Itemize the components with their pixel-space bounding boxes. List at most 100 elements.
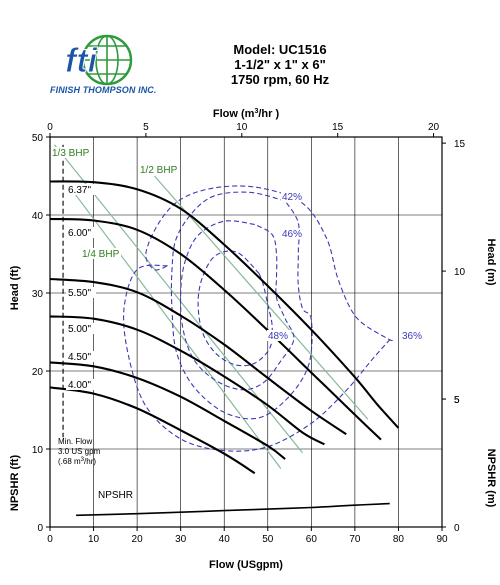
y-axis-left-ticks: 0 10 20 30 40 50 <box>32 133 50 534</box>
head-curve-label: 6.37" <box>68 185 91 196</box>
efficiency-label: 48% <box>268 331 288 342</box>
x-tick-label: 0 <box>47 534 53 545</box>
logo-text: fti <box>65 42 99 80</box>
x-axis-top-label: Flow (m3/hr ) <box>213 108 280 120</box>
x-tick-label: 40 <box>219 534 231 545</box>
head-curve-label: 5.50" <box>68 288 91 299</box>
y-tick-label: 0 <box>37 523 43 534</box>
x-top-label-sup: 3 <box>254 108 258 115</box>
bhp-label-bg <box>139 164 179 175</box>
head-curve-label-bg <box>66 287 96 298</box>
y-right-tick-label: 10 <box>454 267 466 278</box>
efficiency-label: 46% <box>282 229 302 240</box>
plot-frame <box>49 136 443 528</box>
globe-logo-icon <box>81 34 133 86</box>
efficiency-label: 42% <box>282 192 302 203</box>
efficiency-label-bg <box>281 228 305 239</box>
min-flow-note: Min. Flow 3.0 US gpm (.68 m3/hr) <box>58 437 101 466</box>
min-flow-line2: 3.0 US gpm <box>58 447 101 456</box>
x-tick-label: 50 <box>262 534 274 545</box>
x-top-tick-label: 20 <box>428 122 440 133</box>
x-axis-top-ticks: 0 5 10 15 20 <box>47 122 440 137</box>
efficiency-contour <box>180 220 295 391</box>
company-logo <box>55 30 165 100</box>
head-curve <box>50 386 256 475</box>
y-tick-label: 30 <box>32 289 44 300</box>
bhp-line-label: 1/4 BHP <box>82 249 120 260</box>
y-right-tick-label: 15 <box>454 139 466 150</box>
x-tick-label: 20 <box>132 534 144 545</box>
x-top-tick-label: 0 <box>47 122 53 133</box>
efficiency-label-bg <box>401 330 425 341</box>
x-axis-label: Flow (USgpm) <box>209 559 283 571</box>
pump-size: 1-1/2" x 1" x 6" <box>234 57 326 72</box>
head-curves <box>50 180 400 475</box>
head-curve-label: 4.00" <box>68 380 91 391</box>
npshr-label-bg <box>96 489 136 500</box>
head-curve <box>50 180 400 429</box>
y-right-npshr-tick-label: 0 <box>454 523 460 534</box>
head-curve <box>50 277 347 436</box>
chart-title: Model: UC1516 1-1/2" x 1" x 6" 1750 rpm,… <box>195 42 365 87</box>
npshr-curve-group <box>76 502 390 517</box>
efficiency-label-bg <box>281 191 305 202</box>
y-tick-label: 10 <box>32 445 44 456</box>
y-tick-label: 50 <box>32 133 44 144</box>
head-curve-label-bg <box>66 379 96 390</box>
efficiency-contour <box>123 185 393 452</box>
head-curve <box>50 315 325 446</box>
head-curve-label-bg <box>66 323 96 334</box>
min-flow-line3: (.68 m3/hr) <box>58 457 96 466</box>
efficiency-label-bg <box>267 330 291 341</box>
efficiency-contour <box>197 250 273 367</box>
bhp-line-label: 1/2 BHP <box>140 165 178 176</box>
x-tick-label: 80 <box>393 534 405 545</box>
y-right-npshr-tick-label: 5 <box>454 395 460 406</box>
y-tick-label: 40 <box>32 211 44 222</box>
bhp-label-bg <box>81 248 121 259</box>
efficiency-label: 36% <box>402 331 422 342</box>
x-tick-label: 70 <box>349 534 361 545</box>
logo-wordmark: fti <box>65 42 100 81</box>
x-top-tick-label: 15 <box>332 122 344 133</box>
efficiency-contour <box>170 191 313 420</box>
min-flow-line1: Min. Flow <box>58 437 92 446</box>
x-tick-label: 90 <box>436 534 448 545</box>
head-curve-label: 6.00" <box>68 228 91 239</box>
min-flow-line3b: /hr) <box>84 457 96 466</box>
model-title: Model: UC1516 <box>233 42 327 57</box>
y-axis-npshr-m-label: NPSHR (m) <box>485 449 497 508</box>
pump-speed: 1750 rpm, 60 Hz <box>230 72 330 87</box>
head-curve <box>50 361 286 460</box>
y-axis-head-ft-label: Head (ft) <box>9 265 21 310</box>
min-flow-line3a: (.68 m <box>58 457 81 466</box>
x-top-label-end: /hr ) <box>258 108 279 120</box>
y-right-tick-label: 5 <box>454 395 460 406</box>
x-tick-label: 60 <box>306 534 318 545</box>
x-tick-label: 30 <box>175 534 187 545</box>
y-tick-label: 20 <box>32 367 44 378</box>
head-curve-label-bg <box>66 227 96 238</box>
min-flow-line3-sup: 3 <box>81 457 85 463</box>
x-top-tick-label: 5 <box>143 122 149 133</box>
bhp-line <box>66 183 282 469</box>
curve-labels: 6.37" 6.00" 5.50" 5.00" 4.50" 4.00" 1/3 BHP 1/2… <box>51 147 425 501</box>
npshr-label: NPSHR <box>98 490 133 501</box>
bhp-line-label: 1/3 BHP <box>52 148 90 159</box>
head-curve-label: 5.00" <box>68 324 91 335</box>
efficiency-contours <box>123 185 393 452</box>
y-axis-npshr-ft-label: NPSHR (ft) <box>9 455 21 512</box>
npshr-curve <box>76 502 390 517</box>
x-tick-label: 10 <box>88 534 100 545</box>
head-curve-label-bg <box>66 351 96 362</box>
x-top-tick-label: 10 <box>236 122 248 133</box>
x-axis-bottom-ticks: 0 10 20 30 40 50 60 70 80 90 <box>47 527 448 545</box>
company-name: FINISH THOMPSON INC. <box>50 85 157 95</box>
x-top-label-main: Flow (m <box>213 108 255 120</box>
head-curve-label: 4.50" <box>68 352 91 363</box>
head-curve <box>50 217 382 441</box>
bhp-lines <box>53 144 369 469</box>
bhp-label-bg <box>51 147 91 158</box>
